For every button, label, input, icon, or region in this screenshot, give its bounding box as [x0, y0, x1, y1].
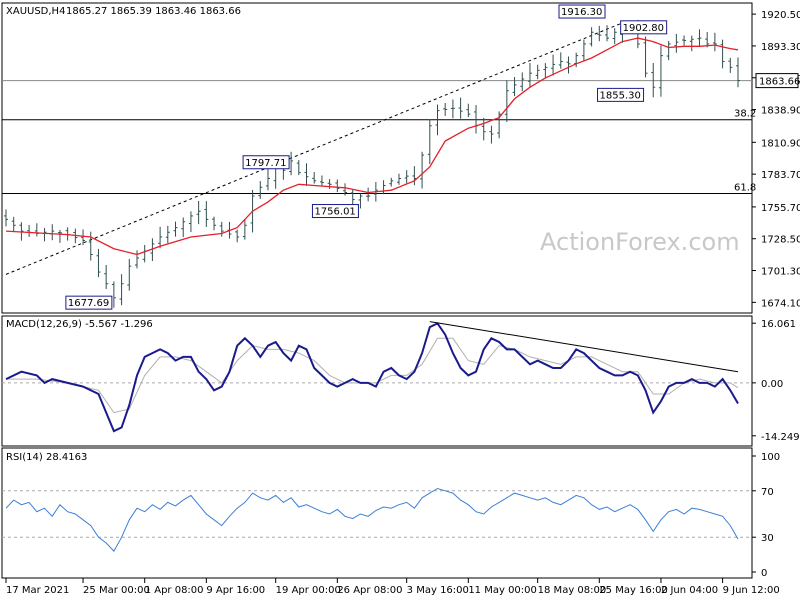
panel-frames — [1, 2, 753, 579]
rsi-tick-label: 0 — [761, 568, 767, 579]
level-label: 61.8 — [734, 183, 756, 194]
price-annotation-box — [597, 87, 645, 102]
rsi-title: RSI(14) 28.4163 — [6, 452, 87, 463]
ohlc-label: 1865.27 1865.39 1863.46 1863.66 — [66, 6, 241, 17]
macd-tick-label: 0.00 — [761, 379, 783, 390]
rsi-tick-label: 70 — [761, 487, 774, 498]
rsi-tick-label: 30 — [761, 533, 774, 544]
time-tick-label: 25 Mar 00:00 — [83, 585, 150, 596]
time-axis: 17 Mar 2021 25 Mar 00:001 Apr 08:00 9 Apr … — [5, 578, 780, 596]
time-tick-label: 2 Jun 04:00 — [661, 585, 718, 596]
price-tick-label: 1838.90 — [761, 106, 800, 117]
macd-frame — [1, 315, 753, 447]
price-tick-label: 1783.70 — [761, 170, 800, 181]
time-tick-label: 11 May 00:00 — [468, 585, 537, 596]
level-label: 38.2 — [734, 109, 756, 120]
time-tick-label: 19 Apr 00:00 — [276, 585, 341, 596]
macd-title: MACD(12,26,9) -5.567 -1.296 — [6, 319, 153, 330]
time-tick-label: 9 Jun 12:00 — [723, 585, 780, 596]
price-tick-label: 1920.50 — [761, 10, 800, 21]
rsi-tick-label: 100 — [761, 452, 780, 463]
macd-panel: 16.061 0.00 -14.249 — [2, 319, 800, 443]
price-annotation-label: 1855.30 — [600, 90, 641, 101]
time-tick-label: 18 May 08:00 — [538, 585, 607, 596]
price-tick-label: 1893.30 — [761, 42, 800, 53]
macd-main-line — [5, 322, 739, 433]
time-tick-label: 9 Apr 16:00 — [206, 585, 265, 596]
rising-trend-line — [5, 22, 623, 275]
time-tick-label: 17 Mar 2021 — [6, 585, 69, 596]
price-annotation-label: 1677.69 — [68, 298, 109, 309]
price-tick-label: 1810.90 — [761, 138, 800, 149]
price-annotation-label: 1916.30 — [561, 7, 602, 18]
rsi-frame — [1, 447, 753, 579]
price-tick-label: 1701.30 — [761, 267, 800, 278]
price-annotation-box — [65, 295, 113, 310]
moving-average-line — [5, 37, 739, 256]
time-tick-label: 3 May 16:00 — [407, 585, 469, 596]
price-tick-label: 1674.10 — [761, 298, 800, 309]
price-tick-label: 1755.70 — [761, 203, 800, 214]
watermark: ActionForex.com — [540, 228, 740, 256]
price-panel: 1920.501893.301866.101838.901810.901783.… — [2, 4, 800, 310]
current-price-label: 1863.66 — [759, 77, 800, 88]
current-price-box — [755, 73, 799, 89]
price-annotation-label: 1902.80 — [623, 23, 664, 34]
price-annotation-box — [558, 4, 606, 19]
rsi-line — [5, 487, 739, 552]
rsi-panel: 100 70 30 0 — [2, 452, 780, 579]
macd-tick-label: 16.061 — [761, 319, 796, 330]
symbol-label: XAUUSD,H4 — [6, 6, 65, 17]
macd-tick-label: -14.249 — [761, 432, 800, 443]
price-frame — [1, 2, 753, 314]
price-annotation-box — [242, 155, 290, 170]
price-annotation-box — [311, 204, 359, 219]
time-tick-label: 26 Apr 08:00 — [337, 585, 402, 596]
price-tick-label: 1728.50 — [761, 235, 800, 246]
price-annotation-label: 1756.01 — [314, 207, 355, 218]
price-annotation-box — [620, 20, 668, 35]
time-tick-label: 25 May 16:00 — [599, 585, 668, 596]
price-annotation-label: 1797.71 — [245, 158, 286, 169]
macd-trend-line — [429, 321, 739, 373]
macd-signal-line — [6, 337, 739, 414]
time-tick-label: 1 Apr 08:00 — [145, 585, 204, 596]
